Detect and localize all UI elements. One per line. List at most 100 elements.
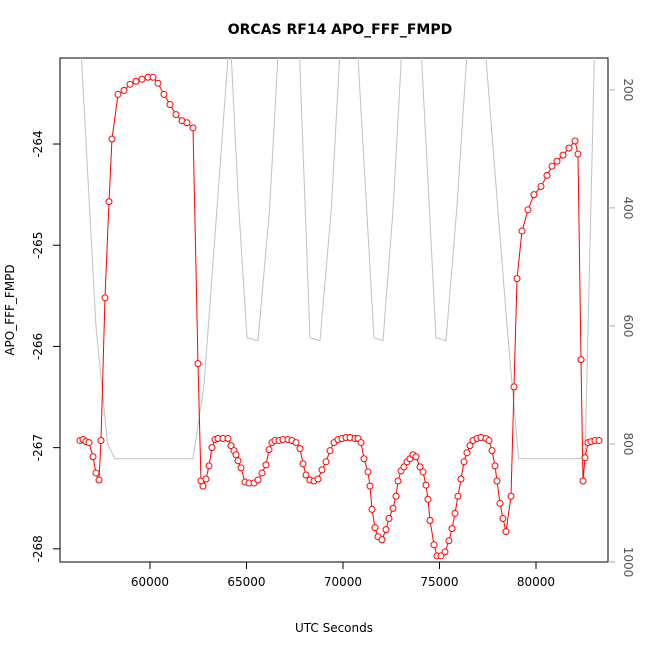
data-point xyxy=(138,75,146,83)
data-point xyxy=(172,111,180,119)
data-point xyxy=(392,492,400,500)
x-tick-label: 60000 xyxy=(131,575,169,589)
data-point xyxy=(194,360,202,368)
data-point xyxy=(126,80,134,88)
data-point xyxy=(360,455,368,463)
data-point xyxy=(496,499,504,507)
data-point xyxy=(595,437,603,445)
data-point xyxy=(97,437,105,445)
data-point xyxy=(581,454,589,462)
data-point xyxy=(445,537,453,545)
y-tick-label: -265 xyxy=(31,232,45,259)
data-point xyxy=(208,444,216,452)
x-axis-label: UTC Seconds xyxy=(295,621,373,635)
data-point xyxy=(437,552,445,560)
data-point xyxy=(296,445,304,453)
data-point xyxy=(149,73,157,81)
y2-tick-label: 200 xyxy=(621,78,635,101)
data-point xyxy=(451,509,459,517)
data-point xyxy=(199,482,207,490)
data-point xyxy=(430,541,438,549)
data-point xyxy=(548,162,556,170)
series-line xyxy=(80,58,595,460)
data-point xyxy=(108,135,116,143)
data-point xyxy=(485,437,493,445)
data-point xyxy=(232,451,240,459)
y2-tick-label: 800 xyxy=(621,433,635,456)
data-point xyxy=(92,469,100,477)
data-point xyxy=(553,157,561,165)
data-point xyxy=(262,461,270,469)
data-point xyxy=(378,536,386,544)
data-point xyxy=(202,475,210,483)
data-point xyxy=(160,90,168,98)
plot-area xyxy=(76,58,603,560)
data-point xyxy=(382,526,390,534)
y-tick-label: -267 xyxy=(31,434,45,461)
data-point xyxy=(166,101,174,109)
data-point xyxy=(258,469,266,477)
data-point xyxy=(466,442,474,450)
x-tick-label: 80000 xyxy=(517,575,555,589)
data-point xyxy=(507,492,515,500)
data-point xyxy=(120,86,128,94)
data-point xyxy=(237,464,245,472)
y-tick-label: -268 xyxy=(31,535,45,562)
data-point xyxy=(400,463,408,471)
data-point xyxy=(579,477,587,485)
data-point xyxy=(530,191,538,199)
data-point xyxy=(89,453,97,461)
data-point xyxy=(366,482,374,490)
data-point xyxy=(105,198,113,206)
y-tick-label: -264 xyxy=(31,130,45,157)
data-point xyxy=(265,446,273,454)
x-tick-label: 65000 xyxy=(227,575,265,589)
data-point xyxy=(318,466,326,474)
data-point xyxy=(524,206,532,214)
data-point xyxy=(292,439,300,447)
data-point xyxy=(95,476,103,484)
data-point xyxy=(389,504,397,512)
data-point xyxy=(513,275,521,283)
data-point xyxy=(571,137,579,145)
data-point xyxy=(510,383,518,391)
data-point xyxy=(299,460,307,468)
y2-tick-label: 400 xyxy=(621,196,635,219)
data-point xyxy=(499,514,507,522)
data-point xyxy=(371,524,379,532)
data-point xyxy=(424,495,432,503)
data-point xyxy=(254,476,262,484)
data-point xyxy=(441,548,449,556)
data-point xyxy=(463,449,471,457)
data-point xyxy=(394,477,402,485)
data-point xyxy=(234,457,242,465)
data-point xyxy=(565,144,573,152)
data-point xyxy=(114,90,122,98)
data-point xyxy=(322,458,330,466)
data-point xyxy=(493,477,501,485)
y2-tick-label: 1000 xyxy=(621,547,635,578)
data-point xyxy=(368,505,376,513)
plot-frame xyxy=(59,57,609,563)
data-point xyxy=(488,447,496,455)
data-point xyxy=(419,468,427,476)
data-point xyxy=(537,183,545,191)
data-point xyxy=(460,458,468,466)
data-point xyxy=(302,471,310,479)
data-point xyxy=(559,151,567,159)
data-point xyxy=(454,492,462,500)
x-tick-label: 75000 xyxy=(420,575,458,589)
data-point xyxy=(364,468,372,476)
data-point xyxy=(101,294,109,302)
data-point xyxy=(85,439,93,447)
y-tick-label: -266 xyxy=(31,333,45,360)
data-point xyxy=(577,356,585,364)
data-point xyxy=(518,227,526,235)
data-point xyxy=(326,447,334,455)
data-point xyxy=(412,453,420,461)
data-point xyxy=(426,517,434,525)
data-point xyxy=(205,462,213,470)
data-point xyxy=(491,462,499,470)
data-point xyxy=(448,525,456,533)
